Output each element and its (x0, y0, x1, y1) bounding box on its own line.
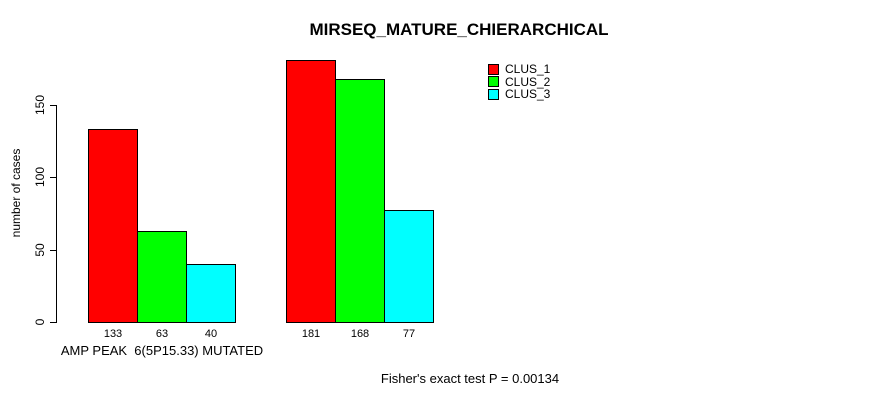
legend-swatch-icon (488, 88, 499, 100)
legend-item-clus_2: CLUS_2 (488, 76, 550, 89)
bar-value-label: 40 (204, 328, 218, 340)
y-tick-mark (50, 250, 57, 251)
bar-clus_2-group1 (137, 231, 187, 323)
bar-clus_3-group1 (186, 264, 236, 323)
fisher-test-annotation: Fisher's exact test P = 0.00134 (380, 371, 560, 386)
y-tick-mark (50, 322, 57, 323)
bar-clus_1-group2 (286, 60, 336, 323)
y-tick-label: 50 (33, 243, 47, 257)
bar-value-label: 181 (301, 328, 321, 340)
legend-swatch-icon (488, 76, 499, 88)
y-tick-label: 150 (33, 94, 47, 116)
bar-clus_3-group2 (384, 210, 434, 323)
y-axis-label: number of cases (9, 148, 23, 238)
chart-title: MIRSEQ_MATURE_CHIERARCHICAL (309, 20, 609, 39)
legend: CLUS_1 CLUS_2 CLUS_3 (488, 63, 550, 101)
y-tick-mark (50, 105, 57, 106)
bar-value-label: 63 (155, 328, 169, 340)
legend-label: CLUS_2 (505, 74, 551, 89)
legend-swatch-icon (488, 63, 499, 75)
x-category-label: AMP PEAK 6(5P15.33) MUTATED (60, 343, 264, 358)
y-tick-label: 100 (33, 166, 47, 188)
legend-item-clus_1: CLUS_1 (488, 63, 550, 76)
y-axis-line (56, 105, 57, 323)
bar-value-label: 77 (402, 328, 416, 340)
bar-value-label: 168 (350, 328, 370, 340)
legend-label: CLUS_1 (505, 62, 551, 77)
legend-item-clus_3: CLUS_3 (488, 88, 550, 101)
bar-clus_1-group1 (88, 129, 138, 323)
bar-value-label: 133 (103, 328, 123, 340)
legend-label: CLUS_3 (505, 87, 551, 102)
y-tick-label: 0 (33, 318, 47, 326)
bar-clus_2-group2 (335, 79, 385, 323)
y-tick-mark (50, 177, 57, 178)
